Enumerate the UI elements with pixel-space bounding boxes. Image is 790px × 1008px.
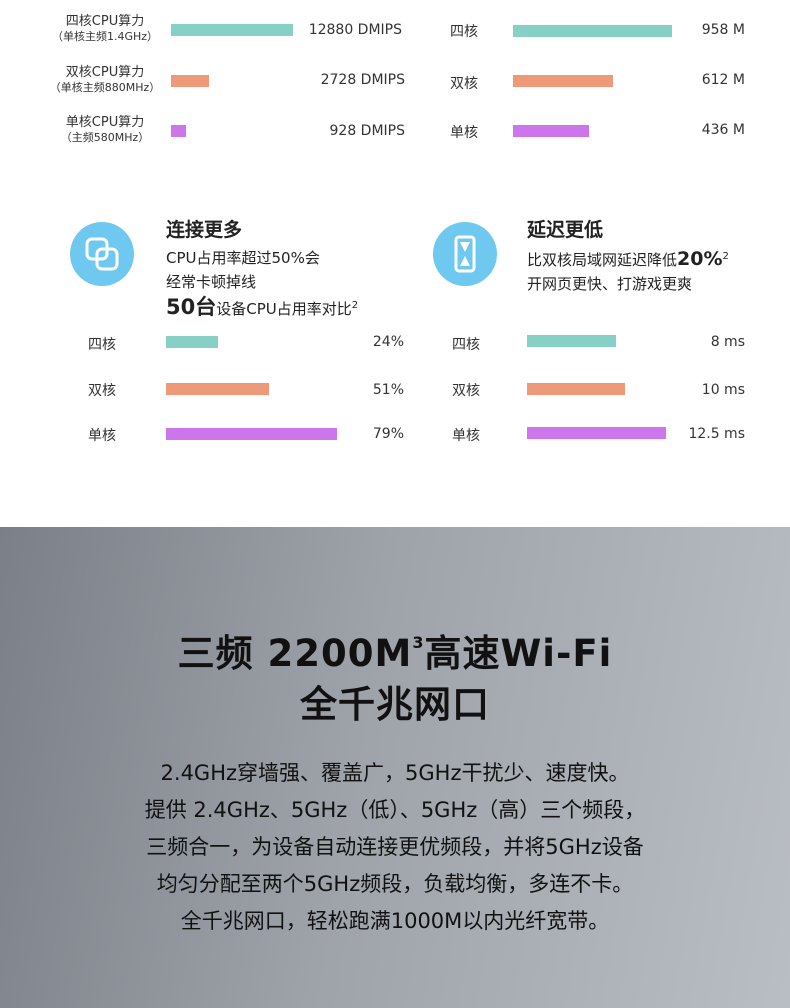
cpu-usage-bar-quad <box>166 336 218 348</box>
desc-highlight: 20% <box>677 248 723 270</box>
memory-value-dual: 612 M <box>701 72 745 88</box>
cpu-bar-dual <box>171 75 209 87</box>
lower-latency-desc: 比双核局域网延迟降低20%2 开网页更快、打游戏更爽 <box>527 245 729 296</box>
cpu-row-title: 双核CPU算力 <box>65 65 145 80</box>
footnote-mark: 2 <box>351 300 359 311</box>
paragraph-line: 全千兆网口，轻松跑满1000M以内光纤宽带。 <box>180 909 610 933</box>
hourglass-icon <box>433 222 497 286</box>
cpu-value-dual: 2728 DMIPS <box>320 72 405 88</box>
memory-row-label: 四核 <box>450 24 478 40</box>
desc-line: 比双核局域网延迟降低20%2 <box>527 245 729 272</box>
headline-text: 三频 2200M <box>177 632 413 675</box>
cpu-row-label: 双核CPU算力 （单核主频880MHz） <box>25 65 185 95</box>
latency-row-label: 双核 <box>452 383 480 399</box>
comparison-section: 四核CPU算力 （单核主频1.4GHz） 12880 DMIPS 双核CPU算力… <box>25 14 745 444</box>
latency-bar-dual <box>527 383 625 395</box>
latency-row-label: 四核 <box>452 337 480 353</box>
memory-bar-dual <box>513 75 613 87</box>
cpu-usage-bar-dual <box>166 383 269 395</box>
more-connections-desc: CPU占用率超过50%会 经常卡顿掉线 50台设备CPU占用率对比2 <box>166 246 358 321</box>
memory-row-label: 双核 <box>450 76 478 92</box>
latency-value-single: 12.5 ms <box>688 426 745 442</box>
desc-line: 开网页更快、打游戏更爽 <box>527 275 693 293</box>
memory-bar-quad <box>513 25 672 37</box>
cpu-usage-row-label: 双核 <box>88 383 116 399</box>
paragraph-line: 2.4GHz穿墙强、覆盖广，5GHz干扰少、速度快。 <box>160 761 630 785</box>
wifi-headline: 三频 2200M3高速Wi-Fi <box>0 623 790 677</box>
memory-value-single: 436 M <box>701 122 745 138</box>
cpu-row-title: 四核CPU算力 <box>65 14 145 29</box>
paragraph-line: 均匀分配至两个5GHz频段，负载均衡，多连不卡。 <box>156 872 634 896</box>
latency-bar-single <box>527 427 666 439</box>
desc-line: 50台设备CPU占用率对比2 <box>166 294 358 321</box>
memory-row-label: 单核 <box>450 125 478 141</box>
memory-bar-single <box>513 125 589 137</box>
cpu-usage-row-label: 单核 <box>88 428 116 444</box>
cpu-value-single: 928 DMIPS <box>329 123 406 139</box>
paragraph-line: 提供 2.4GHz、5GHz（低）、5GHz（高）三个频段， <box>144 798 646 822</box>
memory-value-quad: 958 M <box>701 22 745 38</box>
desc-line: 经常卡顿掉线 <box>166 273 257 291</box>
cpu-usage-value-single: 79% <box>372 426 404 442</box>
desc-text: 比双核局域网延迟降低 <box>527 251 678 269</box>
footnote-mark: 3 <box>412 633 425 652</box>
cpu-usage-value-dual: 51% <box>372 382 404 398</box>
more-connections-title: 连接更多 <box>166 219 243 241</box>
cpu-usage-row-label: 四核 <box>88 337 116 353</box>
cpu-usage-bar-single <box>166 428 337 440</box>
wifi-feature-section: 三频 2200M3高速Wi-Fi 全千兆网口 2.4GHz穿墙强、覆盖广，5GH… <box>0 527 790 1008</box>
cpu-bar-single <box>171 125 186 137</box>
latency-value-dual: 10 ms <box>701 382 745 398</box>
cpu-bar-quad <box>171 24 293 36</box>
latency-value-quad: 8 ms <box>710 334 745 350</box>
wifi-subheadline: 全千兆网口 <box>300 683 490 726</box>
cpu-row-sub: （单核主频1.4GHz） <box>51 30 159 44</box>
headline-text: 高速Wi-Fi <box>424 632 613 675</box>
lower-latency-title: 延迟更低 <box>527 219 604 241</box>
latency-bar-quad <box>527 335 616 347</box>
paragraph-line: 三频合一，为设备自动连接更优频段，并将5GHz设备 <box>146 835 644 859</box>
cpu-row-title: 单核CPU算力 <box>65 115 145 130</box>
desc-highlight: 50台 <box>166 295 217 319</box>
latency-row-label: 单核 <box>452 428 480 444</box>
cpu-row-sub: （主频580MHz） <box>60 131 150 145</box>
cpu-usage-value-quad: 24% <box>372 334 404 350</box>
copy-squares-icon <box>70 222 134 286</box>
cpu-row-label: 四核CPU算力 （单核主频1.4GHz） <box>25 14 185 44</box>
wifi-description: 2.4GHz穿墙强、覆盖广，5GHz干扰少、速度快。 提供 2.4GHz、5GH… <box>0 755 790 940</box>
cpu-row-label: 单核CPU算力 （主频580MHz） <box>25 115 185 145</box>
desc-line: CPU占用率超过50%会 <box>166 249 320 267</box>
cpu-row-sub: （单核主频880MHz） <box>49 81 161 95</box>
cpu-value-quad: 12880 DMIPS <box>308 22 402 38</box>
footnote-mark: 2 <box>722 251 729 262</box>
desc-text: 设备CPU占用率对比 <box>216 300 352 318</box>
